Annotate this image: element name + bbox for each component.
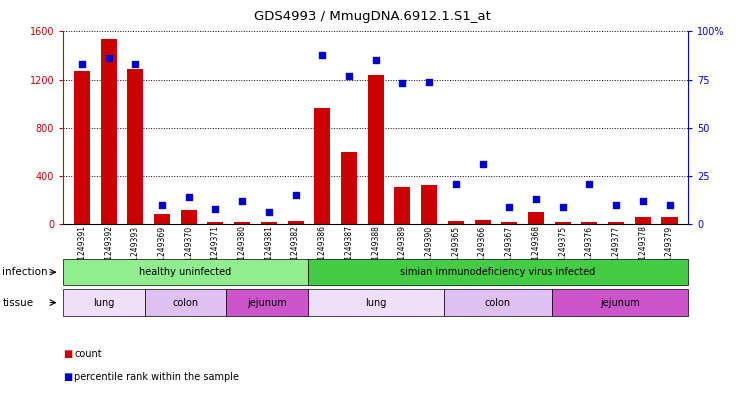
Text: jejunum: jejunum [247, 298, 287, 308]
Bar [314, 108, 330, 224]
Text: lung: lung [93, 298, 115, 308]
Bar [635, 217, 651, 224]
Text: tissue: tissue [2, 298, 33, 308]
Point [503, 204, 515, 210]
Point [557, 204, 568, 210]
Text: count: count [74, 349, 102, 359]
Point [316, 51, 328, 58]
Point [289, 192, 301, 198]
Text: lung: lung [365, 298, 386, 308]
Point [583, 180, 595, 187]
Point [450, 180, 462, 187]
Point [210, 206, 222, 212]
Bar [421, 185, 437, 224]
Bar [661, 217, 678, 224]
Point [423, 78, 435, 84]
Point [370, 57, 382, 63]
Bar [448, 221, 464, 224]
Point [156, 202, 168, 208]
Bar [261, 222, 277, 224]
Text: colon: colon [485, 298, 511, 308]
Point [129, 61, 141, 67]
Bar [100, 39, 117, 224]
Text: percentile rank within the sample: percentile rank within the sample [74, 372, 240, 382]
Text: healthy uninfected: healthy uninfected [139, 267, 231, 277]
Point [76, 61, 88, 67]
Bar [127, 69, 144, 224]
Bar [341, 152, 357, 224]
Text: ■: ■ [63, 372, 72, 382]
Point [183, 194, 195, 200]
Bar [368, 75, 384, 224]
Text: GDS4993 / MmugDNA.6912.1.S1_at: GDS4993 / MmugDNA.6912.1.S1_at [254, 10, 490, 23]
Point [103, 55, 115, 62]
Point [530, 196, 542, 202]
Bar [581, 222, 597, 224]
Bar [208, 222, 223, 224]
Point [477, 161, 489, 167]
Bar [555, 222, 571, 224]
Bar [181, 209, 196, 224]
Text: ■: ■ [63, 349, 72, 359]
Bar [608, 222, 624, 224]
Point [637, 198, 649, 204]
Text: jejunum: jejunum [600, 298, 640, 308]
Point [610, 202, 622, 208]
Point [263, 209, 275, 216]
Point [397, 80, 408, 86]
Bar [475, 220, 490, 224]
Text: infection: infection [2, 267, 48, 277]
Point [237, 198, 248, 204]
Bar [154, 214, 170, 224]
Bar [394, 187, 411, 224]
Point [664, 202, 676, 208]
Text: colon: colon [173, 298, 199, 308]
Bar [234, 222, 250, 224]
Point [343, 73, 355, 79]
Text: simian immunodeficiency virus infected: simian immunodeficiency virus infected [400, 267, 596, 277]
Bar [74, 71, 90, 224]
Bar [501, 222, 517, 224]
Bar [288, 221, 304, 224]
Bar [528, 212, 544, 224]
